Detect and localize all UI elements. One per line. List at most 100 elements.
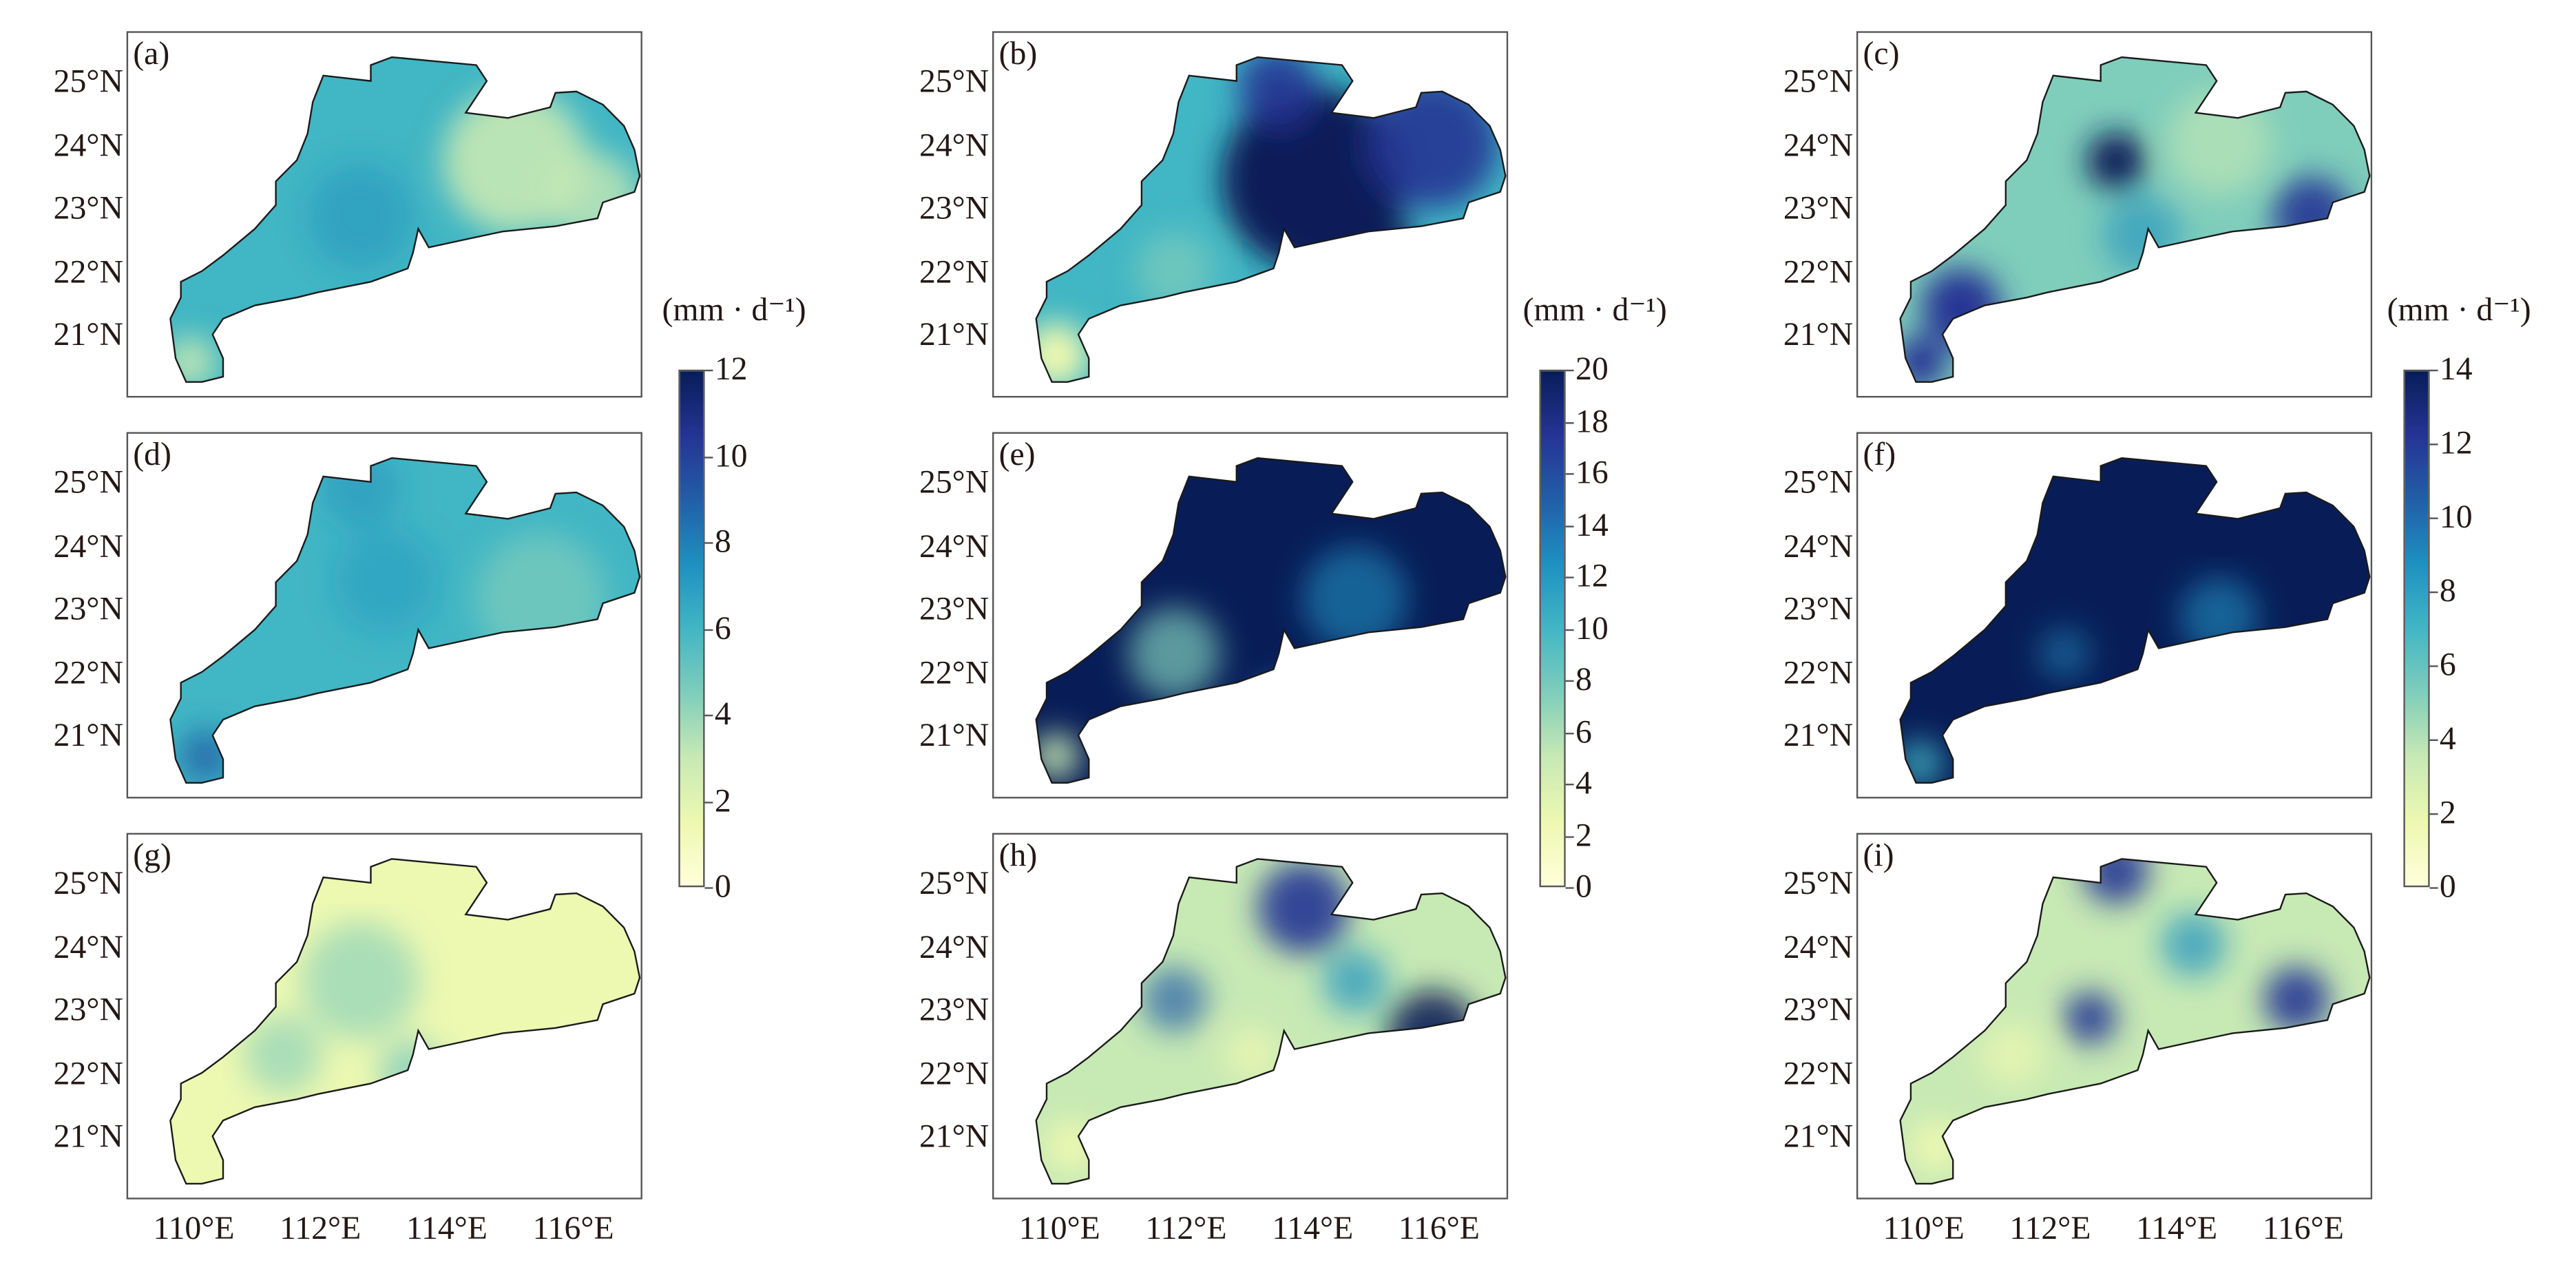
- colorbar-tick-label: 20: [1575, 351, 1609, 388]
- province-boundary: [169, 457, 641, 784]
- colorbar-tick: [704, 801, 713, 804]
- lon-tick-label: 112°E: [1145, 1211, 1227, 1247]
- colorbar-tick-label: 10: [714, 437, 748, 474]
- colorbar-tick-label: 12: [2439, 425, 2473, 462]
- colorbar-tick-label: 4: [2439, 721, 2456, 757]
- field-anomaly: [1141, 966, 1208, 1033]
- field-anomaly: [379, 1040, 445, 1106]
- colorbar-tick-label: 4: [714, 696, 731, 733]
- precipitation-map: [169, 56, 641, 383]
- panel-label: (b): [998, 36, 1038, 72]
- colorbar-tick-label: 14: [2439, 351, 2473, 388]
- province-boundary: [169, 858, 641, 1185]
- lat-tick-label: 24°N: [919, 528, 989, 565]
- precipitation-map: [1899, 457, 2371, 784]
- lon-tick-label: 114°E: [406, 1211, 488, 1247]
- lon-tick-label: 112°E: [2009, 1211, 2091, 1247]
- colorbar-tick: [2429, 369, 2438, 372]
- province-boundary: [169, 56, 641, 383]
- colorbar-tick: [2429, 591, 2438, 594]
- lon-tick-label: 116°E: [2262, 1211, 2344, 1247]
- colorbar: [2403, 369, 2430, 888]
- colorbar-tick: [2429, 665, 2438, 668]
- field-base: [1900, 458, 2370, 783]
- colorbar-tick-label: 18: [1575, 403, 1609, 440]
- colorbar-tick: [704, 628, 713, 631]
- field-anomaly: [2086, 132, 2145, 190]
- colorbar-tick: [1565, 525, 1574, 527]
- precipitation-map: [169, 457, 641, 784]
- colorbar-tick-label: 0: [714, 869, 731, 906]
- field-anomaly: [1238, 57, 1317, 127]
- province-boundary: [1899, 457, 2371, 784]
- field-base: [1900, 859, 2370, 1184]
- province-boundary: [1035, 56, 1507, 383]
- colorbar: [1539, 369, 1566, 888]
- colorbar-tick: [1565, 784, 1574, 786]
- lon-tick-label: 116°E: [1398, 1211, 1480, 1247]
- field-anomaly: [320, 458, 400, 528]
- field-anomaly: [1036, 322, 1089, 382]
- lat-tick-label: 23°N: [53, 992, 123, 1029]
- lat-tick-label: 25°N: [919, 866, 989, 902]
- field-base: [1036, 859, 1506, 1184]
- lat-tick-label: 21°N: [53, 1119, 123, 1156]
- field-base: [170, 859, 640, 1184]
- lat-tick-label: 21°N: [919, 718, 989, 755]
- field-anomaly: [1322, 948, 1388, 1014]
- lat-tick-label: 21°N: [53, 718, 123, 755]
- panel-label: (f): [1863, 437, 1896, 474]
- colorbar-tick: [704, 369, 713, 372]
- colorbar-tick: [704, 887, 713, 890]
- colorbar: [678, 369, 705, 888]
- field-anomaly: [1225, 1028, 1279, 1081]
- colorbar-tick: [2429, 517, 2438, 520]
- field-anomaly: [2160, 911, 2226, 978]
- field-anomaly: [1302, 545, 1408, 651]
- lat-tick-label: 24°N: [1783, 929, 1854, 965]
- lat-tick-label: 21°N: [53, 317, 123, 354]
- lat-tick-label: 22°N: [53, 655, 123, 691]
- lat-tick-label: 22°N: [919, 1056, 989, 1093]
- field-base: [1036, 458, 1506, 783]
- precipitation-field: [170, 458, 640, 783]
- colorbar-unit-label: (mm · d⁻¹): [662, 292, 806, 329]
- colorbar-tick: [2429, 813, 2438, 816]
- field-anomaly: [333, 527, 439, 634]
- lat-tick-label: 24°N: [53, 127, 123, 164]
- field-anomaly: [1366, 76, 1498, 209]
- lat-tick-label: 23°N: [1783, 592, 1854, 628]
- lat-tick-label: 22°N: [919, 254, 989, 291]
- map-panel-e: (e): [992, 432, 1509, 799]
- map-panel-h: (h): [992, 833, 1509, 1200]
- lat-tick-label: 25°N: [53, 465, 123, 501]
- field-anomaly: [301, 921, 420, 1041]
- lat-tick-label: 24°N: [919, 127, 989, 164]
- colorbar-tick-label: 16: [1575, 454, 1609, 492]
- panel-label: (h): [998, 837, 1038, 875]
- colorbar-tick-label: 12: [1575, 558, 1609, 595]
- lat-tick-label: 25°N: [919, 64, 989, 101]
- field-anomaly: [546, 151, 639, 244]
- colorbar-tick-label: 0: [1575, 869, 1592, 906]
- lat-tick-label: 24°N: [1783, 528, 1854, 565]
- precipitation-map: [1035, 56, 1507, 383]
- lat-tick-label: 25°N: [919, 465, 989, 501]
- lat-tick-label: 25°N: [53, 866, 123, 902]
- lon-tick-label: 110°E: [1018, 1211, 1100, 1247]
- precipitation-field: [1900, 458, 2370, 783]
- precipitation-field: [170, 859, 640, 1184]
- lat-tick-label: 24°N: [53, 528, 123, 565]
- lat-tick-label: 25°N: [1783, 64, 1854, 101]
- colorbar-tick: [1565, 731, 1574, 734]
- colorbar-tick-label: 6: [714, 610, 731, 647]
- field-anomaly: [2166, 90, 2272, 196]
- field-anomaly: [1295, 194, 1414, 312]
- panel-label: (i): [1863, 837, 1894, 875]
- lat-tick-label: 23°N: [919, 191, 989, 227]
- precipitation-field: [1036, 57, 1506, 382]
- field-anomaly: [307, 163, 413, 269]
- lon-tick-label: 116°E: [532, 1211, 614, 1247]
- precipitation-map: [1035, 858, 1507, 1185]
